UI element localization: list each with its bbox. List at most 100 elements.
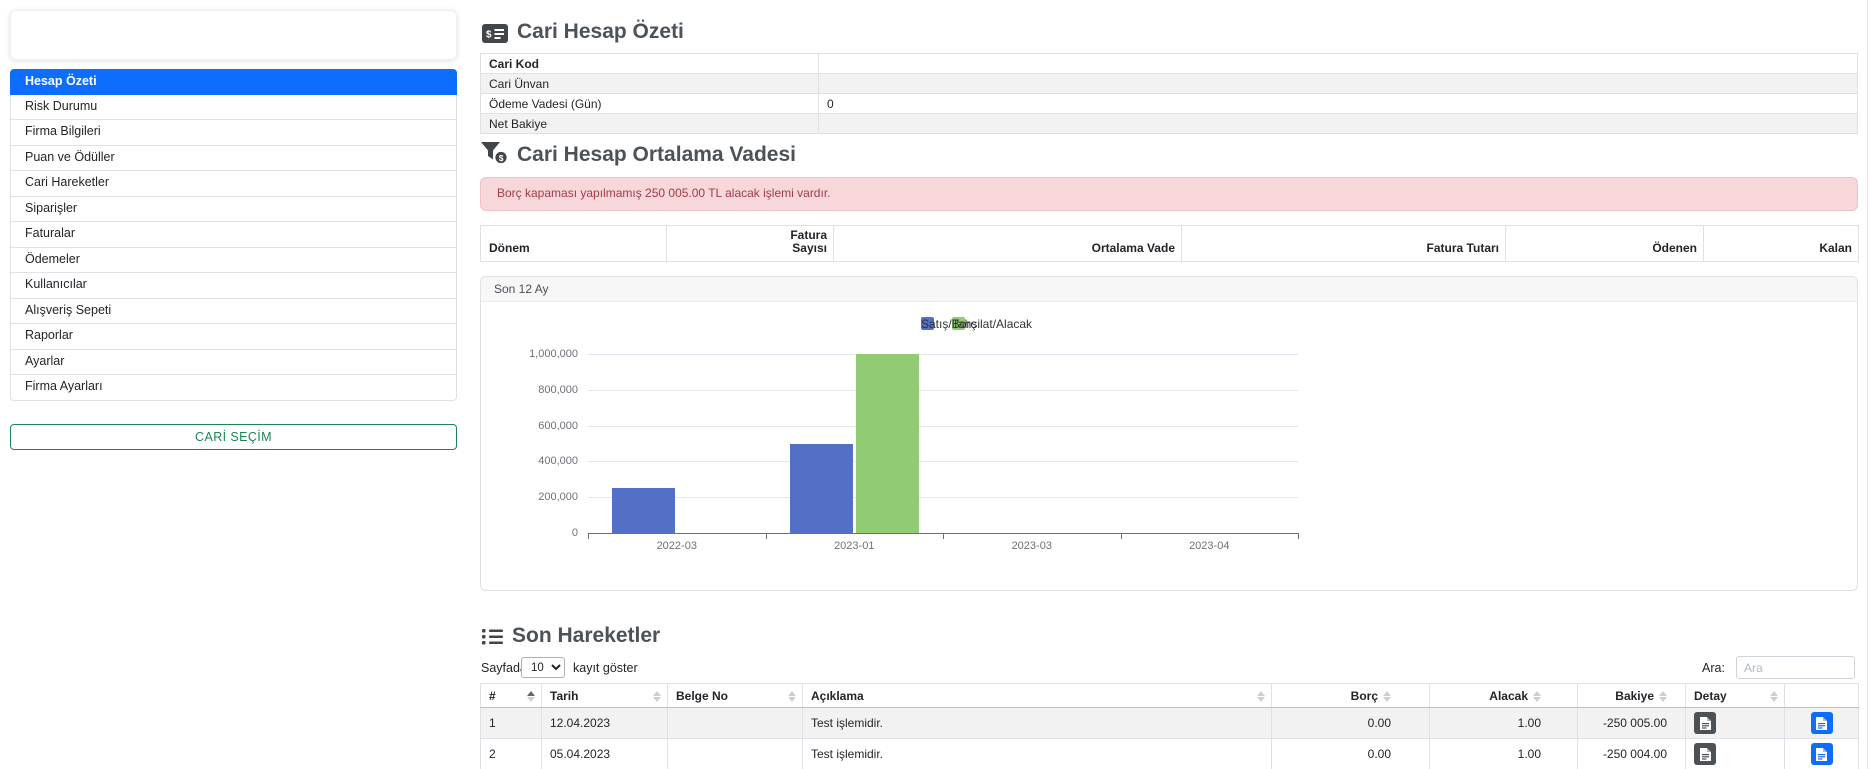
sort-icon [1257, 691, 1265, 702]
tx-cell-a-klama: Test işlemidir. [803, 739, 1272, 769]
sidebar-item-firma-ayarlar[interactable]: Firma Ayarları [10, 375, 457, 401]
tx-col-col[interactable]: # [481, 684, 542, 708]
sidebar-logo-card [10, 10, 457, 60]
y-axis-tick-label: 200,000 [488, 491, 578, 503]
page-size-select[interactable]: 10 [521, 657, 565, 678]
summary-value: 0 [819, 94, 1858, 114]
chart-legend: Satış/Borç Tahsilat/Alacak [588, 317, 1298, 330]
tx-col-tarih[interactable]: Tarih [542, 684, 668, 708]
summary-label: Cari Ünvan [481, 74, 819, 94]
summary-row-deme-vadesi-g-n: Ödeme Vadesi (Gün)0 [481, 94, 1858, 114]
tx-col-bakiye[interactable]: Bakiye [1578, 684, 1686, 708]
sidebar-item-puan-ve-d-ller[interactable]: Puan ve Ödüller [10, 146, 457, 172]
sidebar-item-raporlar[interactable]: Raporlar [10, 324, 457, 350]
tx-cell-actions [1785, 739, 1859, 769]
table-row: 205.04.2023Test işlemidir.0.001.00-250 0… [481, 739, 1859, 769]
maturity-col-fatura-tutar: Fatura Tutarı [1182, 226, 1506, 262]
y-gridline [588, 497, 1298, 498]
sidebar-item-hesap-zeti[interactable]: Hesap Özeti [10, 69, 457, 95]
bar-tahsilat-alacak-2023-01 [856, 354, 919, 533]
invoice-file-button[interactable] [1811, 743, 1833, 765]
tx-cell-belge-no [668, 708, 803, 739]
tx-cell-actions [1785, 708, 1859, 739]
x-axis-category-label: 2023-01 [766, 540, 944, 552]
tx-col-bor[interactable]: Borç [1272, 684, 1430, 708]
summary-row-cari-nvan: Cari Ünvan [481, 74, 1858, 94]
sidebar-item-demeler[interactable]: Ödemeler [10, 248, 457, 274]
tx-cell-col: 2 [481, 739, 542, 769]
transactions-header-row: #TarihBelge NoAçıklamaBorçAlacakBakiyeDe… [481, 684, 1859, 708]
detail-file-button[interactable] [1694, 712, 1716, 734]
summary-label: Ödeme Vadesi (Gün) [481, 94, 819, 114]
transactions-title: Son Hareketler [512, 624, 660, 648]
tx-col-belge-no[interactable]: Belge No [668, 684, 803, 708]
tx-col-a-klama[interactable]: Açıklama [803, 684, 1272, 708]
y-axis-tick-label: 0 [488, 527, 578, 539]
x-axis-category-label: 2022-03 [588, 540, 766, 552]
danger-alert: Borç kapaması yapılmamış 250 005.00 TL a… [480, 177, 1858, 211]
maturity-col-fatura-say-s: Fatura Sayısı [667, 226, 834, 262]
y-axis-tick-label: 1,000,000 [488, 348, 578, 360]
tx-col-alacak[interactable]: Alacak [1430, 684, 1578, 708]
x-axis-tick [588, 533, 589, 539]
summary-value [819, 74, 1858, 94]
filter-dollar-icon: $ [481, 142, 508, 170]
tx-cell-bakiye: -250 004.00 [1578, 739, 1686, 769]
tx-col-actions[interactable] [1785, 684, 1859, 708]
sort-icon [527, 691, 535, 702]
tx-cell-tarih: 12.04.2023 [542, 708, 668, 739]
sidebar-item-kullan-c-lar[interactable]: Kullanıcılar [10, 273, 457, 299]
x-axis-tick [1121, 533, 1122, 539]
legend-item-tahsilat-alacak[interactable]: Tahsilat/Alacak [952, 317, 965, 330]
sort-icon [653, 691, 661, 702]
maturity-col-ortalama-vade: Ortalama Vade [834, 226, 1182, 262]
y-gridline [588, 390, 1298, 391]
cari-secim-button[interactable]: CARİ SEÇİM [10, 424, 457, 450]
sort-icon [1770, 691, 1778, 702]
transactions-body: 112.04.2023 Test işlemidir.0.001.00-250 0… [481, 708, 1859, 769]
summary-row-cari-kod: Cari Kod [481, 54, 1858, 74]
x-axis-category-label: 2023-03 [943, 540, 1121, 552]
tx-cell-alacak: 1.00 [1430, 739, 1578, 769]
x-axis-tick [943, 533, 944, 539]
sidebar-item-cari-hareketler[interactable]: Cari Hareketler [10, 171, 457, 197]
bar-sat-bor-2023-01 [790, 444, 853, 534]
sidebar-item-ayarlar[interactable]: Ayarlar [10, 350, 457, 376]
legend-item-satis-borc[interactable]: Satış/Borç [921, 317, 934, 330]
average-maturity-title: Cari Hesap Ortalama Vadesi [517, 143, 796, 167]
sort-icon [788, 691, 796, 702]
tx-col-detay[interactable]: Detay [1686, 684, 1785, 708]
search-input[interactable] [1736, 656, 1855, 679]
tx-cell-belge-no [668, 739, 803, 769]
chart-panel-header: Son 12 Ay [481, 277, 1857, 302]
tx-cell-bor: 0.00 [1272, 708, 1430, 739]
tx-cell-detay [1686, 708, 1785, 739]
y-axis-tick-label: 600,000 [488, 420, 578, 432]
tx-cell-bor: 0.00 [1272, 739, 1430, 769]
y-gridline [588, 426, 1298, 427]
y-gridline [588, 461, 1298, 462]
sidebar-item-al-veri-sepeti[interactable]: Alışveriş Sepeti [10, 299, 457, 325]
y-axis-tick-label: 400,000 [488, 455, 578, 467]
tx-cell-alacak: 1.00 [1430, 708, 1578, 739]
bar-sat-bor-2022-03 [612, 488, 675, 533]
page-size-prefix-label: Sayfada [481, 661, 527, 675]
sidebar-item-firma-bilgileri[interactable]: Firma Bilgileri [10, 120, 457, 146]
summary-value [819, 114, 1858, 134]
account-summary-title: Cari Hesap Özeti [517, 20, 684, 44]
scrollbar-track[interactable] [1867, 0, 1868, 769]
detail-file-button[interactable] [1694, 743, 1716, 765]
y-gridline [588, 354, 1298, 355]
y-axis-tick-label: 800,000 [488, 384, 578, 396]
maturity-header-table: DönemFatura SayısıOrtalama VadeFatura Tu… [480, 225, 1859, 262]
invoice-file-button[interactable] [1811, 712, 1833, 734]
sidebar-item-risk-durumu[interactable]: Risk Durumu [10, 95, 457, 121]
tx-cell-bakiye: -250 005.00 [1578, 708, 1686, 739]
table-row: 112.04.2023 Test işlemidir.0.001.00-250 0… [481, 708, 1859, 739]
x-axis-category-label: 2023-04 [1121, 540, 1299, 552]
sidebar-item-faturalar[interactable]: Faturalar [10, 222, 457, 248]
tx-cell-a-klama: Test işlemidir. [803, 708, 1272, 739]
tx-cell-col: 1 [481, 708, 542, 739]
summary-value [819, 54, 1858, 74]
sidebar-item-sipari-ler[interactable]: Siparişler [10, 197, 457, 223]
